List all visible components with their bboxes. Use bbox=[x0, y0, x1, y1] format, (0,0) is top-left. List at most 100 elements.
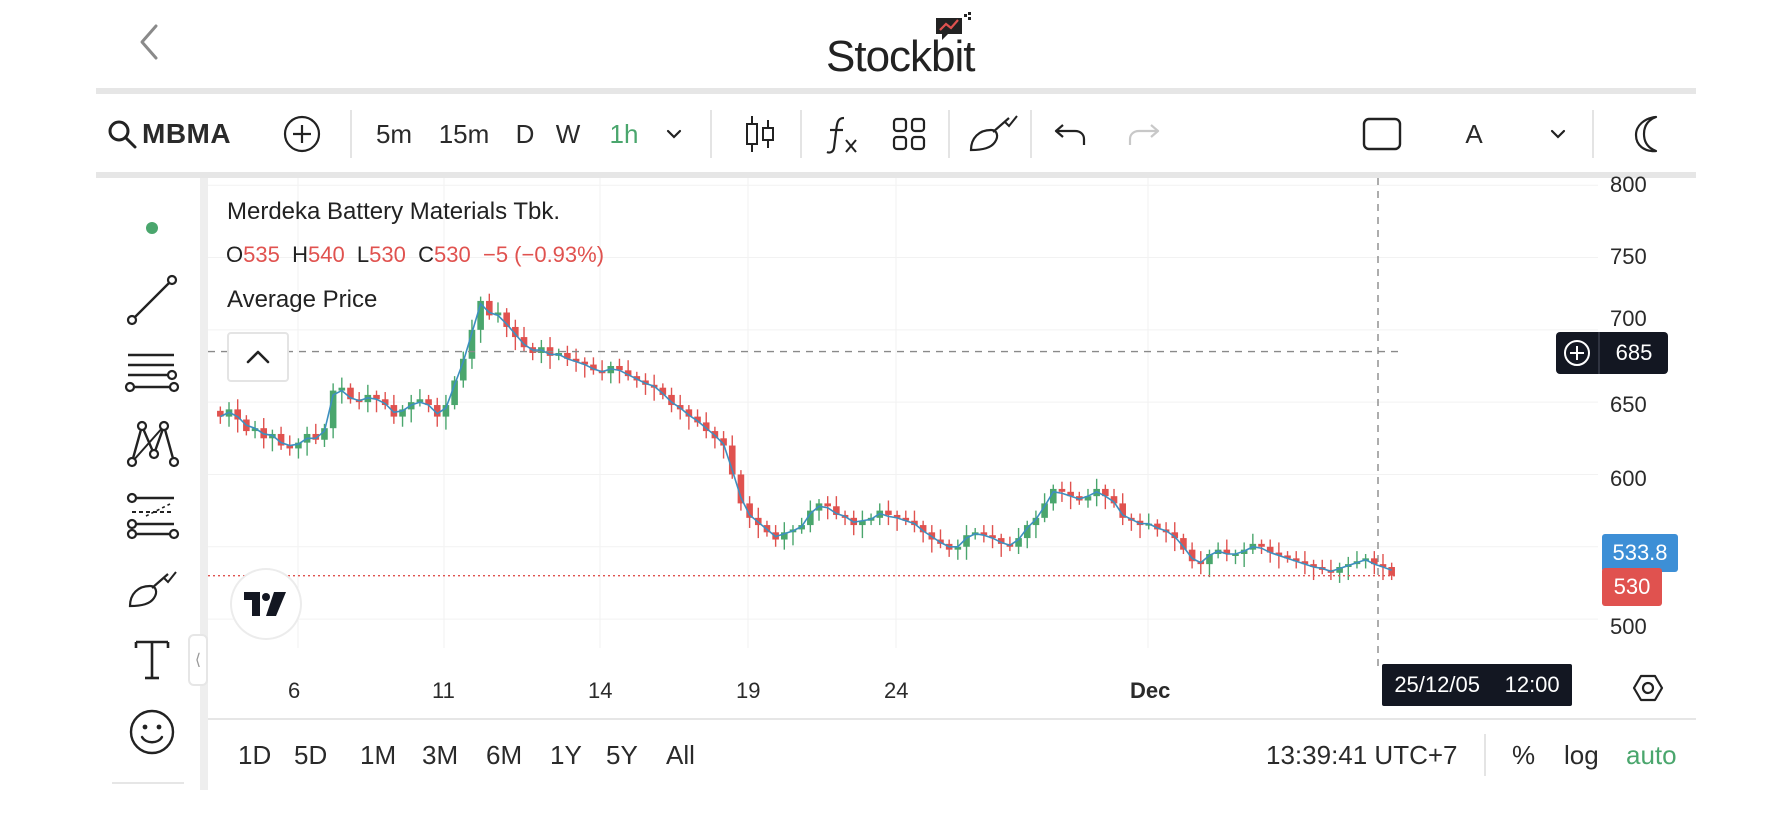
candle-body bbox=[1180, 538, 1187, 550]
symbol-search-button[interactable]: MBMA bbox=[106, 94, 256, 174]
emoji-tool[interactable] bbox=[120, 700, 184, 764]
clock-timezone[interactable]: 13:39:41 UTC+7 bbox=[1266, 739, 1458, 770]
bottom-divider bbox=[1484, 734, 1486, 776]
fullscreen-button[interactable] bbox=[1358, 94, 1406, 174]
toolbar-divider-bottom bbox=[96, 172, 1696, 178]
chart-settings-button[interactable] bbox=[1626, 666, 1670, 710]
percent-scale-toggle[interactable]: % bbox=[1512, 739, 1536, 770]
candle-body bbox=[659, 387, 667, 395]
candle-body bbox=[1049, 488, 1057, 504]
candle-body bbox=[590, 364, 597, 371]
theme-toggle-button[interactable] bbox=[1626, 94, 1670, 174]
candle-body bbox=[234, 409, 241, 420]
candle-body bbox=[425, 399, 432, 406]
candle-body bbox=[989, 535, 996, 539]
pattern-tool[interactable] bbox=[120, 412, 184, 476]
bottom-range-bar: 1D 5D 1M 3M 6M 1Y 5Y All 13:39:41 UTC+7 … bbox=[208, 720, 1696, 790]
layout-grid-button[interactable] bbox=[886, 94, 932, 174]
settings-hexagon-icon bbox=[1632, 674, 1664, 702]
brand-name: Stockbit bbox=[826, 32, 976, 81]
text-tool[interactable] bbox=[120, 628, 184, 692]
drawing-mode-button[interactable] bbox=[966, 94, 1020, 174]
price-chart[interactable] bbox=[208, 178, 1696, 718]
smiley-icon bbox=[129, 709, 175, 755]
candle-body bbox=[728, 445, 736, 475]
price-tick: 600 bbox=[1610, 466, 1647, 491]
candle-body bbox=[338, 387, 346, 391]
auto-scale-toggle[interactable]: auto bbox=[1626, 739, 1677, 770]
range-1m[interactable]: 1M bbox=[360, 739, 397, 770]
candle-body bbox=[321, 428, 328, 440]
drawing-panel-border bbox=[200, 178, 208, 790]
interval-dropdown-button[interactable] bbox=[660, 94, 688, 174]
compare-add-button[interactable] bbox=[278, 94, 326, 174]
more-options-dropdown[interactable] bbox=[1544, 94, 1572, 174]
candle-body bbox=[833, 506, 840, 515]
candle-body bbox=[1336, 567, 1343, 573]
range-1d[interactable]: 1D bbox=[238, 739, 272, 770]
log-scale-toggle[interactable]: log bbox=[1564, 739, 1599, 770]
candle-body bbox=[373, 394, 380, 400]
range-3m[interactable]: 3M bbox=[422, 739, 459, 770]
range-6m[interactable]: 6M bbox=[486, 739, 523, 770]
candlestick-icon bbox=[746, 116, 774, 152]
candle-body bbox=[277, 433, 285, 446]
cursor-dot-tool[interactable] bbox=[120, 196, 184, 260]
add-alert-plus-icon[interactable] bbox=[1556, 332, 1600, 374]
candle-body bbox=[720, 438, 727, 446]
brand-chat-chart-icon bbox=[936, 12, 971, 40]
candle-body bbox=[1223, 549, 1231, 554]
interval-w[interactable]: W bbox=[555, 118, 581, 149]
fib-retracement-tool[interactable] bbox=[120, 340, 184, 404]
redo-button[interactable] bbox=[1122, 94, 1166, 174]
chevron-down-icon bbox=[666, 129, 682, 139]
tradingview-logo[interactable] bbox=[232, 570, 300, 638]
chart-type-button[interactable] bbox=[736, 94, 784, 174]
last-price-tag: 530 bbox=[1602, 568, 1662, 606]
candle-body bbox=[668, 394, 675, 406]
time-tick: 14 bbox=[588, 678, 613, 703]
low-value: 530 bbox=[369, 242, 406, 267]
candle-body bbox=[1023, 525, 1031, 539]
time-tick: 24 bbox=[884, 678, 909, 703]
candle-body bbox=[512, 326, 519, 338]
candle-body bbox=[433, 405, 441, 417]
interval-15m[interactable]: 15m bbox=[438, 118, 490, 149]
crosshair-price-tag[interactable]: 685 bbox=[1556, 332, 1668, 374]
range-1y[interactable]: 1Y bbox=[550, 739, 582, 770]
range-5y[interactable]: 5Y bbox=[606, 739, 638, 770]
interval-5m[interactable]: 5m bbox=[375, 118, 413, 149]
candle-body bbox=[885, 510, 892, 515]
chart-area[interactable]: Merdeka Battery Materials Tbk. O535 H540… bbox=[208, 172, 1696, 718]
text-style-button[interactable]: A bbox=[1465, 118, 1483, 149]
crosshair-time: 12:00 bbox=[1504, 672, 1560, 697]
undo-button[interactable] bbox=[1048, 94, 1092, 174]
close-label: C bbox=[418, 242, 435, 267]
candle-body bbox=[1206, 554, 1213, 565]
legend-collapse-button[interactable] bbox=[227, 332, 289, 382]
candle-body bbox=[442, 405, 450, 417]
candle-body bbox=[980, 532, 988, 536]
forecast-tool[interactable] bbox=[120, 484, 184, 548]
chevron-up-icon bbox=[246, 350, 270, 364]
range-all[interactable]: All bbox=[666, 739, 695, 770]
candle-body bbox=[286, 445, 294, 449]
interval-d[interactable]: D bbox=[515, 118, 535, 149]
indicators-button[interactable] bbox=[816, 94, 868, 174]
candle-body bbox=[468, 329, 476, 359]
collapse-panel-tab[interactable]: ⟨ bbox=[188, 634, 208, 686]
undo-arrow-icon bbox=[1054, 124, 1086, 145]
moon-icon bbox=[1634, 115, 1658, 153]
bottom-divider bbox=[208, 718, 1696, 720]
high-label: H bbox=[292, 242, 308, 267]
range-5d[interactable]: 5D bbox=[294, 739, 328, 770]
instrument-name: Merdeka Battery Materials Tbk. bbox=[227, 198, 561, 225]
toolbar-divider bbox=[1030, 110, 1032, 158]
candle-body bbox=[486, 300, 493, 316]
indicator-label[interactable]: Average Price bbox=[227, 286, 378, 313]
brush-tool[interactable] bbox=[120, 556, 184, 620]
time-tick: 11 bbox=[432, 678, 455, 703]
trend-line-tool[interactable] bbox=[120, 268, 184, 332]
back-chevron-icon[interactable] bbox=[128, 20, 172, 64]
interval-1h[interactable]: 1h bbox=[609, 118, 639, 149]
